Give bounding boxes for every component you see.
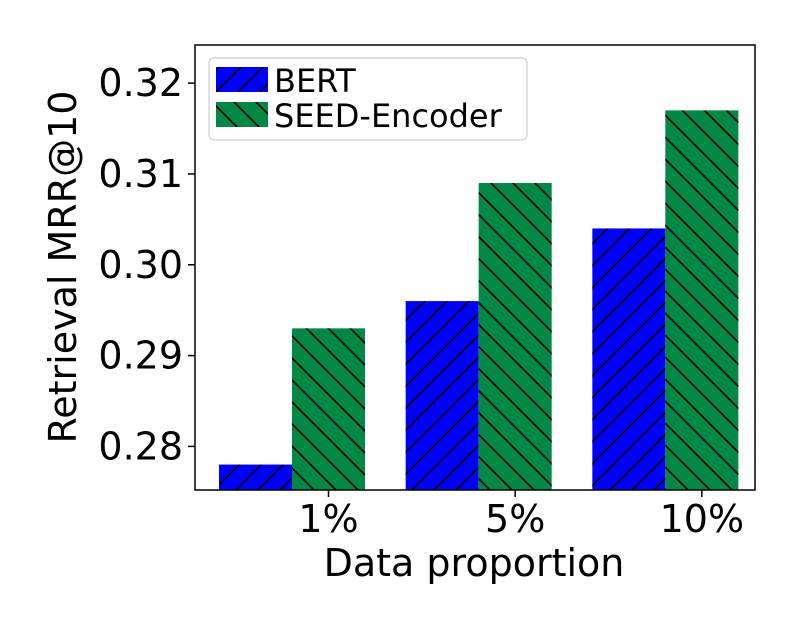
bar-hatch-bert-2 (405, 301, 479, 490)
legend-label-seed-encoder: SEED-Encoder (274, 97, 503, 135)
bars-group (219, 110, 739, 490)
legend-label-bert: BERT (274, 62, 356, 100)
legend: BERT SEED-Encoder (208, 57, 528, 141)
legend-swatch-seed-encoder-hatch (216, 102, 268, 127)
x-axis-ticks: 1% 5% 10% (298, 490, 744, 541)
y-axis-ticks: 0.28 0.29 0.30 0.31 0.32 (98, 61, 195, 468)
y-tick-label: 0.31 (98, 152, 183, 196)
bar-hatch-seed-encoder-2 (478, 183, 552, 490)
legend-swatch-bert-hatch (216, 67, 268, 92)
x-tick-label: 5% (485, 497, 545, 541)
y-tick-label: 0.28 (98, 424, 183, 468)
bar-hatch-seed-encoder-3 (665, 110, 739, 490)
x-axis-label: Data proportion (324, 541, 625, 585)
y-tick-label: 0.32 (98, 61, 183, 105)
legend-box (208, 57, 528, 141)
bar-hatch-bert-3 (592, 228, 666, 490)
x-tick-label: 1% (298, 497, 358, 541)
bar-hatch-seed-encoder-1 (292, 328, 365, 490)
y-tick-label: 0.29 (98, 334, 183, 378)
x-tick-label: 10% (660, 497, 744, 541)
bar-hatch-bert-1 (219, 464, 292, 490)
plot-frame (194, 44, 756, 491)
y-axis-label: Retrieval MRR@10 (41, 91, 85, 444)
y-tick-label: 0.30 (98, 243, 183, 287)
